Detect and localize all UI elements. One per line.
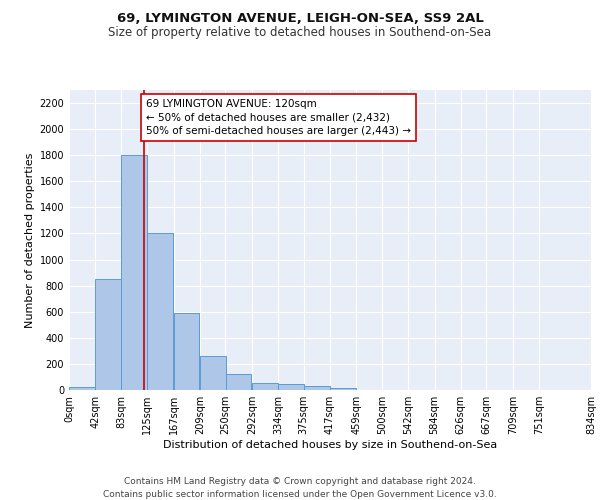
Bar xyxy=(121,155,147,390)
Bar xyxy=(69,386,95,390)
Y-axis label: Number of detached properties: Number of detached properties xyxy=(25,152,35,328)
Text: 69 LYMINGTON AVENUE: 120sqm
← 50% of detached houses are smaller (2,432)
50% of : 69 LYMINGTON AVENUE: 120sqm ← 50% of det… xyxy=(146,99,411,136)
X-axis label: Distribution of detached houses by size in Southend-on-Sea: Distribution of detached houses by size … xyxy=(163,440,497,450)
Bar xyxy=(330,388,356,390)
Bar xyxy=(173,313,199,390)
Text: Contains HM Land Registry data © Crown copyright and database right 2024.
Contai: Contains HM Land Registry data © Crown c… xyxy=(103,478,497,499)
Bar xyxy=(278,384,304,390)
Bar xyxy=(95,279,121,390)
Text: Size of property relative to detached houses in Southend-on-Sea: Size of property relative to detached ho… xyxy=(109,26,491,39)
Bar xyxy=(226,374,251,390)
Bar xyxy=(200,356,226,390)
Bar xyxy=(304,386,329,390)
Bar xyxy=(148,234,173,390)
Text: 69, LYMINGTON AVENUE, LEIGH-ON-SEA, SS9 2AL: 69, LYMINGTON AVENUE, LEIGH-ON-SEA, SS9 … xyxy=(116,12,484,26)
Bar xyxy=(252,384,278,390)
